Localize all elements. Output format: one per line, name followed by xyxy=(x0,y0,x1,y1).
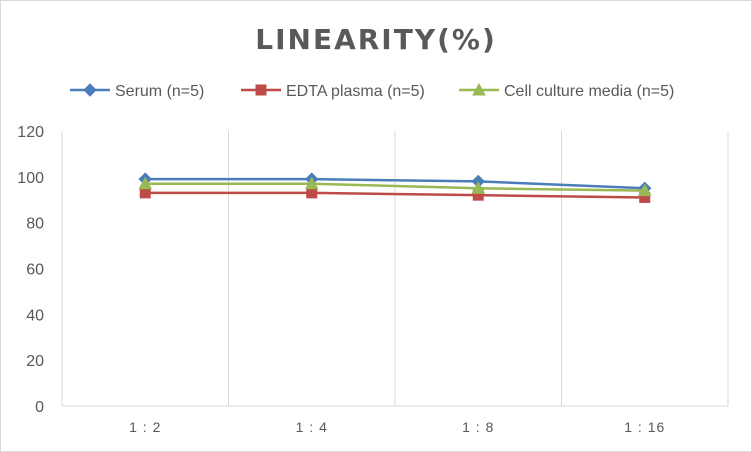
x-tick-label: 1 : 4 xyxy=(296,419,328,435)
y-tick-label: 80 xyxy=(26,216,44,233)
data-point xyxy=(637,183,652,197)
series-line xyxy=(145,191,645,199)
chart-title: LINEARITY(%) xyxy=(255,23,497,56)
x-tick-label: 1 : 2 xyxy=(129,419,161,435)
legend-label: Serum (n=5) xyxy=(115,83,204,100)
legend-item: EDTA plasma (n=5) xyxy=(241,83,425,100)
data-point xyxy=(139,187,151,199)
gridlines xyxy=(61,131,729,406)
data-point xyxy=(471,181,486,194)
data-point xyxy=(306,187,318,199)
y-tick-label: 100 xyxy=(17,170,44,187)
legend-marker xyxy=(83,83,97,97)
y-tick-label: 120 xyxy=(17,124,44,141)
data-point xyxy=(304,176,319,190)
legend: Serum (n=5) EDTA plasma (n=5) Cell culture… xyxy=(70,82,674,100)
axes: 0 20 40 60 80 100 120 1 : 2 1 : 4 1 : 8 1 : 16 xyxy=(17,124,728,435)
data-point xyxy=(138,176,153,190)
legend-label: Cell culture media (n=5) xyxy=(504,83,674,100)
legend-label: EDTA plasma (n=5) xyxy=(286,83,425,100)
plot-area xyxy=(138,172,652,203)
y-tick-label: 60 xyxy=(26,262,44,279)
legend-marker xyxy=(255,84,267,96)
legend-marker xyxy=(472,82,486,96)
y-tick-label: 40 xyxy=(26,307,44,324)
y-tick-label: 20 xyxy=(26,353,44,370)
y-tick-label: 0 xyxy=(35,399,44,416)
legend-item: Serum (n=5) xyxy=(70,83,204,100)
series-line xyxy=(145,182,645,192)
series-line xyxy=(145,177,645,190)
x-tick-label: 1 : 16 xyxy=(624,419,665,435)
x-tick-label: 1 : 8 xyxy=(462,419,494,435)
legend-item: Cell culture media (n=5) xyxy=(459,82,674,100)
series-3 xyxy=(138,176,652,197)
series-2 xyxy=(139,187,651,203)
